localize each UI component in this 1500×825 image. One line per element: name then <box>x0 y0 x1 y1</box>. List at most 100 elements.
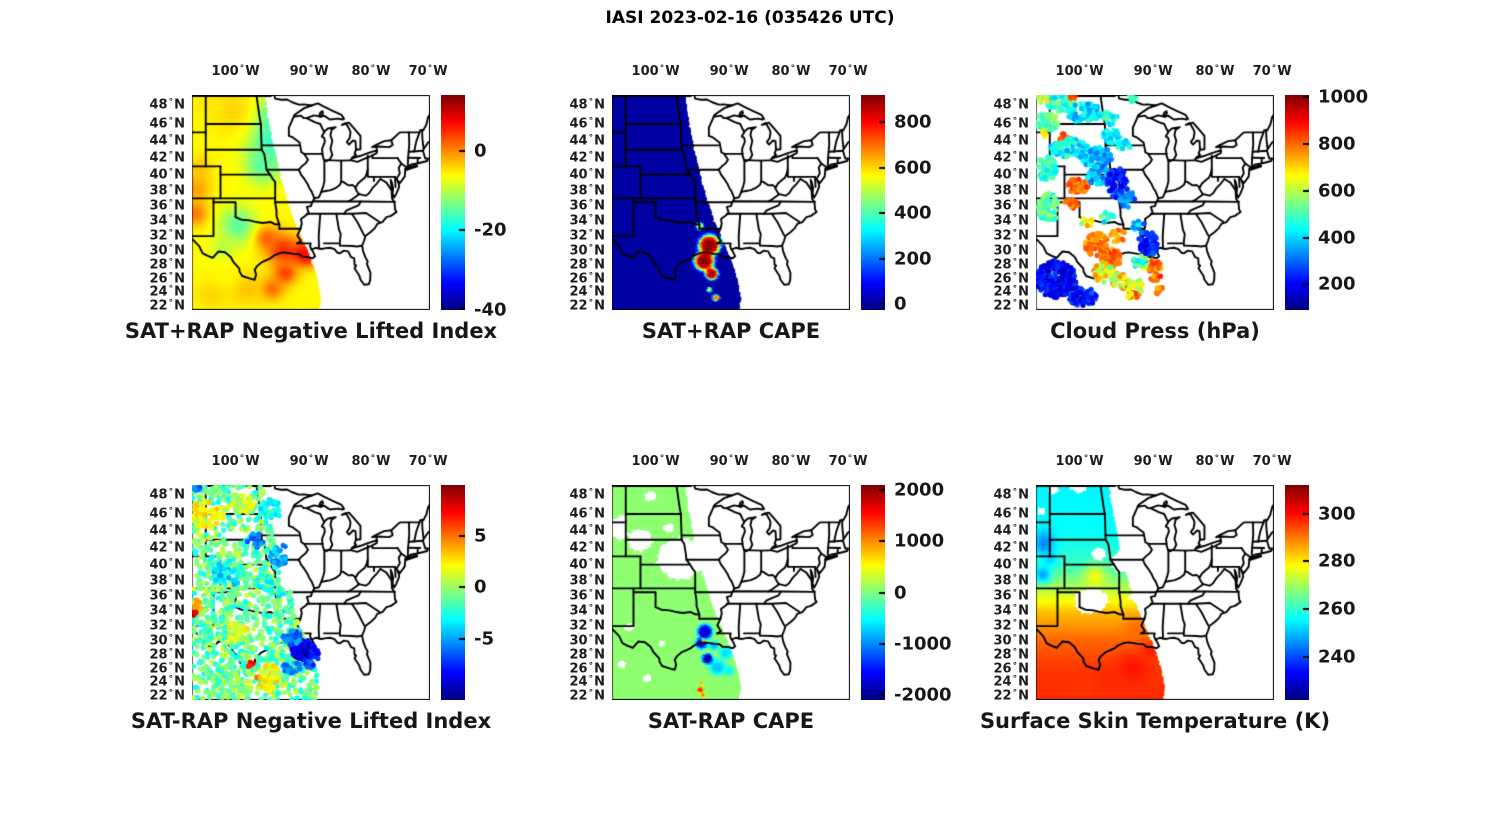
lon-tick-label: 90°W <box>1133 64 1173 79</box>
lon-tick-label: 80°W <box>771 454 811 469</box>
lat-tick-label: 30°N <box>149 243 185 259</box>
lat-tick-label: 44°N <box>993 523 1029 539</box>
colorbar-tick-label: -5 <box>474 628 494 650</box>
degree-symbol: ° <box>588 271 594 282</box>
degree-symbol: ° <box>239 454 245 464</box>
panel-title-cloud-press-hpa: Cloud Press (hPa) <box>1050 319 1260 343</box>
degree-symbol: ° <box>1012 271 1018 282</box>
degree-symbol: ° <box>1271 454 1277 464</box>
lat-tick-label: 44°N <box>569 523 605 539</box>
lon-tick-label: 80°W <box>1195 64 1235 79</box>
degree-symbol: ° <box>1012 284 1018 295</box>
map-canvas-cloud-press-hpa <box>1036 95 1274 310</box>
degree-symbol: ° <box>168 183 174 194</box>
colorbar-tick-label: 800 <box>894 111 932 133</box>
degree-symbol: ° <box>370 64 376 74</box>
panel-title-sat-rap-cape: SAT+RAP CAPE <box>641 319 821 343</box>
lat-tick-label: 32°N <box>993 618 1029 634</box>
lat-tick-label: 30°N <box>149 633 185 649</box>
degree-symbol: ° <box>168 688 174 699</box>
degree-symbol: ° <box>588 573 594 584</box>
lat-tick-label: 36°N <box>993 198 1029 214</box>
lat-tick-label: 36°N <box>149 588 185 604</box>
lat-tick-label: 24°N <box>149 284 185 300</box>
degree-symbol: ° <box>427 64 433 74</box>
panel-title-sat-rap-negative-lifted-index: SAT+RAP Negative Lifted Index <box>124 319 498 343</box>
degree-symbol: ° <box>1012 506 1018 517</box>
lat-tick-label: 40°N <box>993 167 1029 183</box>
degree-symbol: ° <box>588 133 594 144</box>
colorbar-sat-rap-negative-lifted-index <box>441 485 465 700</box>
degree-symbol: ° <box>1012 633 1018 644</box>
degree-symbol: ° <box>168 228 174 239</box>
lat-tick-label: 38°N <box>993 183 1029 199</box>
lon-tick-label: 100°W <box>1055 64 1104 79</box>
lat-tick-label: 42°N <box>569 150 605 166</box>
lon-tick-label: 90°W <box>289 64 329 79</box>
lat-tick-label: 26°N <box>569 271 605 287</box>
degree-symbol: ° <box>1012 167 1018 178</box>
lat-tick-label: 44°N <box>149 523 185 539</box>
lon-tick-label: 70°W <box>828 454 868 469</box>
degree-symbol: ° <box>1152 454 1158 464</box>
lat-tick-label: 46°N <box>993 506 1029 522</box>
lat-tick-label: 36°N <box>569 198 605 214</box>
degree-symbol: ° <box>308 64 314 74</box>
lat-tick-label: 22°N <box>993 298 1029 314</box>
colorbar-tick-label: 240 <box>1318 646 1356 668</box>
degree-symbol: ° <box>168 618 174 629</box>
lat-tick-label: 26°N <box>569 661 605 677</box>
lat-tick-label: 40°N <box>149 557 185 573</box>
degree-symbol: ° <box>588 198 594 209</box>
lat-tick-label: 24°N <box>569 284 605 300</box>
degree-symbol: ° <box>1012 647 1018 658</box>
lat-tick-label: 46°N <box>569 506 605 522</box>
degree-symbol: ° <box>168 487 174 498</box>
lat-tick-label: 26°N <box>993 661 1029 677</box>
degree-symbol: ° <box>588 557 594 568</box>
degree-symbol: ° <box>168 167 174 178</box>
degree-symbol: ° <box>1012 618 1018 629</box>
degree-symbol: ° <box>1214 64 1220 74</box>
lat-tick-label: 32°N <box>149 228 185 244</box>
lat-tick-label: 44°N <box>149 133 185 149</box>
degree-symbol: ° <box>168 243 174 254</box>
degree-symbol: ° <box>1012 298 1018 309</box>
degree-symbol: ° <box>588 674 594 685</box>
colorbar-tick-label: 260 <box>1318 598 1356 620</box>
lat-tick-label: 26°N <box>149 661 185 677</box>
lat-tick-label: 48°N <box>569 487 605 503</box>
degree-symbol: ° <box>588 150 594 161</box>
lat-tick-label: 22°N <box>149 688 185 704</box>
lat-tick-label: 36°N <box>149 198 185 214</box>
colorbar-tick-label: 2000 <box>894 479 945 501</box>
degree-symbol: ° <box>168 133 174 144</box>
degree-symbol: ° <box>168 198 174 209</box>
lat-tick-label: 26°N <box>149 271 185 287</box>
lat-tick-label: 24°N <box>569 674 605 690</box>
degree-symbol: ° <box>728 64 734 74</box>
lat-tick-label: 48°N <box>569 97 605 113</box>
degree-symbol: ° <box>588 97 594 108</box>
lat-tick-label: 28°N <box>149 647 185 663</box>
degree-symbol: ° <box>1012 243 1018 254</box>
degree-symbol: ° <box>588 213 594 224</box>
degree-symbol: ° <box>1012 557 1018 568</box>
degree-symbol: ° <box>1012 116 1018 127</box>
lat-tick-label: 40°N <box>569 557 605 573</box>
lon-tick-label: 70°W <box>1252 64 1292 79</box>
lon-tick-label: 100°W <box>211 64 260 79</box>
degree-symbol: ° <box>1012 603 1018 614</box>
degree-symbol: ° <box>1012 588 1018 599</box>
lat-tick-label: 30°N <box>569 243 605 259</box>
lat-tick-label: 44°N <box>993 133 1029 149</box>
lat-tick-label: 22°N <box>993 688 1029 704</box>
lon-tick-label: 100°W <box>631 64 680 79</box>
degree-symbol: ° <box>168 633 174 644</box>
degree-symbol: ° <box>588 588 594 599</box>
degree-symbol: ° <box>588 257 594 268</box>
lon-tick-label: 80°W <box>1195 454 1235 469</box>
degree-symbol: ° <box>659 64 665 74</box>
degree-symbol: ° <box>588 688 594 699</box>
